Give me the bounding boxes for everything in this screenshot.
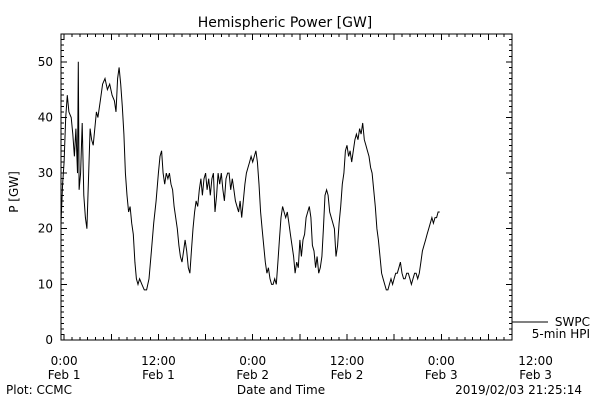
y-tick-label: 40 — [38, 110, 53, 124]
x-tick-label-time: 12:00 — [518, 354, 553, 368]
x-axis-label: Date and Time — [237, 383, 325, 397]
y-tick-label: 50 — [38, 55, 53, 69]
x-tick-label-date: Feb 1 — [142, 368, 175, 382]
y-axis-ticks: 0 10 20 30 40 50 — [38, 33, 512, 347]
series-line-swpc — [60, 61, 440, 291]
x-tick-label-time: 0:00 — [428, 354, 455, 368]
y-tick-label: 20 — [38, 222, 53, 236]
y-tick-label: 0 — [45, 333, 53, 347]
y-axis-label: P [GW] — [7, 171, 21, 213]
y-tick-label: 30 — [38, 166, 53, 180]
x-tick-label-date: Feb 2 — [236, 368, 269, 382]
x-tick-label-time: 12:00 — [330, 354, 365, 368]
x-tick-label-date: Feb 1 — [48, 368, 81, 382]
plot-axes — [60, 33, 513, 341]
x-tick-label-time: 0:00 — [239, 354, 266, 368]
x-tick-label-date: Feb 2 — [331, 368, 364, 382]
series-layer — [60, 61, 440, 291]
x-tick-label-time: 12:00 — [141, 354, 176, 368]
footer-plot-source: Plot: CCMC — [6, 383, 72, 397]
footer-timestamp: 2019/02/03 21:25:14 — [455, 383, 582, 397]
x-tick-label-date: Feb 3 — [425, 368, 458, 382]
chart-title: Hemispheric Power [GW] — [198, 15, 373, 31]
legend-label-swpc: SWPC — [555, 315, 590, 329]
plot-frame — [60, 33, 513, 341]
x-tick-label-date: Feb 3 — [519, 368, 552, 382]
y-tick-label: 10 — [38, 277, 53, 291]
legend-label-5min-hpi: 5-min HPI — [532, 327, 590, 341]
x-tick-label-time: 0:00 — [51, 354, 78, 368]
